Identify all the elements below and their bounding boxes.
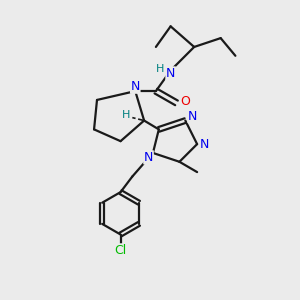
Text: N: N — [166, 67, 175, 80]
Text: H: H — [156, 64, 164, 74]
Text: H: H — [122, 110, 130, 120]
Text: Cl: Cl — [114, 244, 127, 257]
Text: N: N — [200, 138, 209, 151]
Text: N: N — [144, 151, 153, 164]
Text: O: O — [180, 95, 190, 108]
Text: N: N — [188, 110, 197, 123]
Text: N: N — [130, 80, 140, 93]
